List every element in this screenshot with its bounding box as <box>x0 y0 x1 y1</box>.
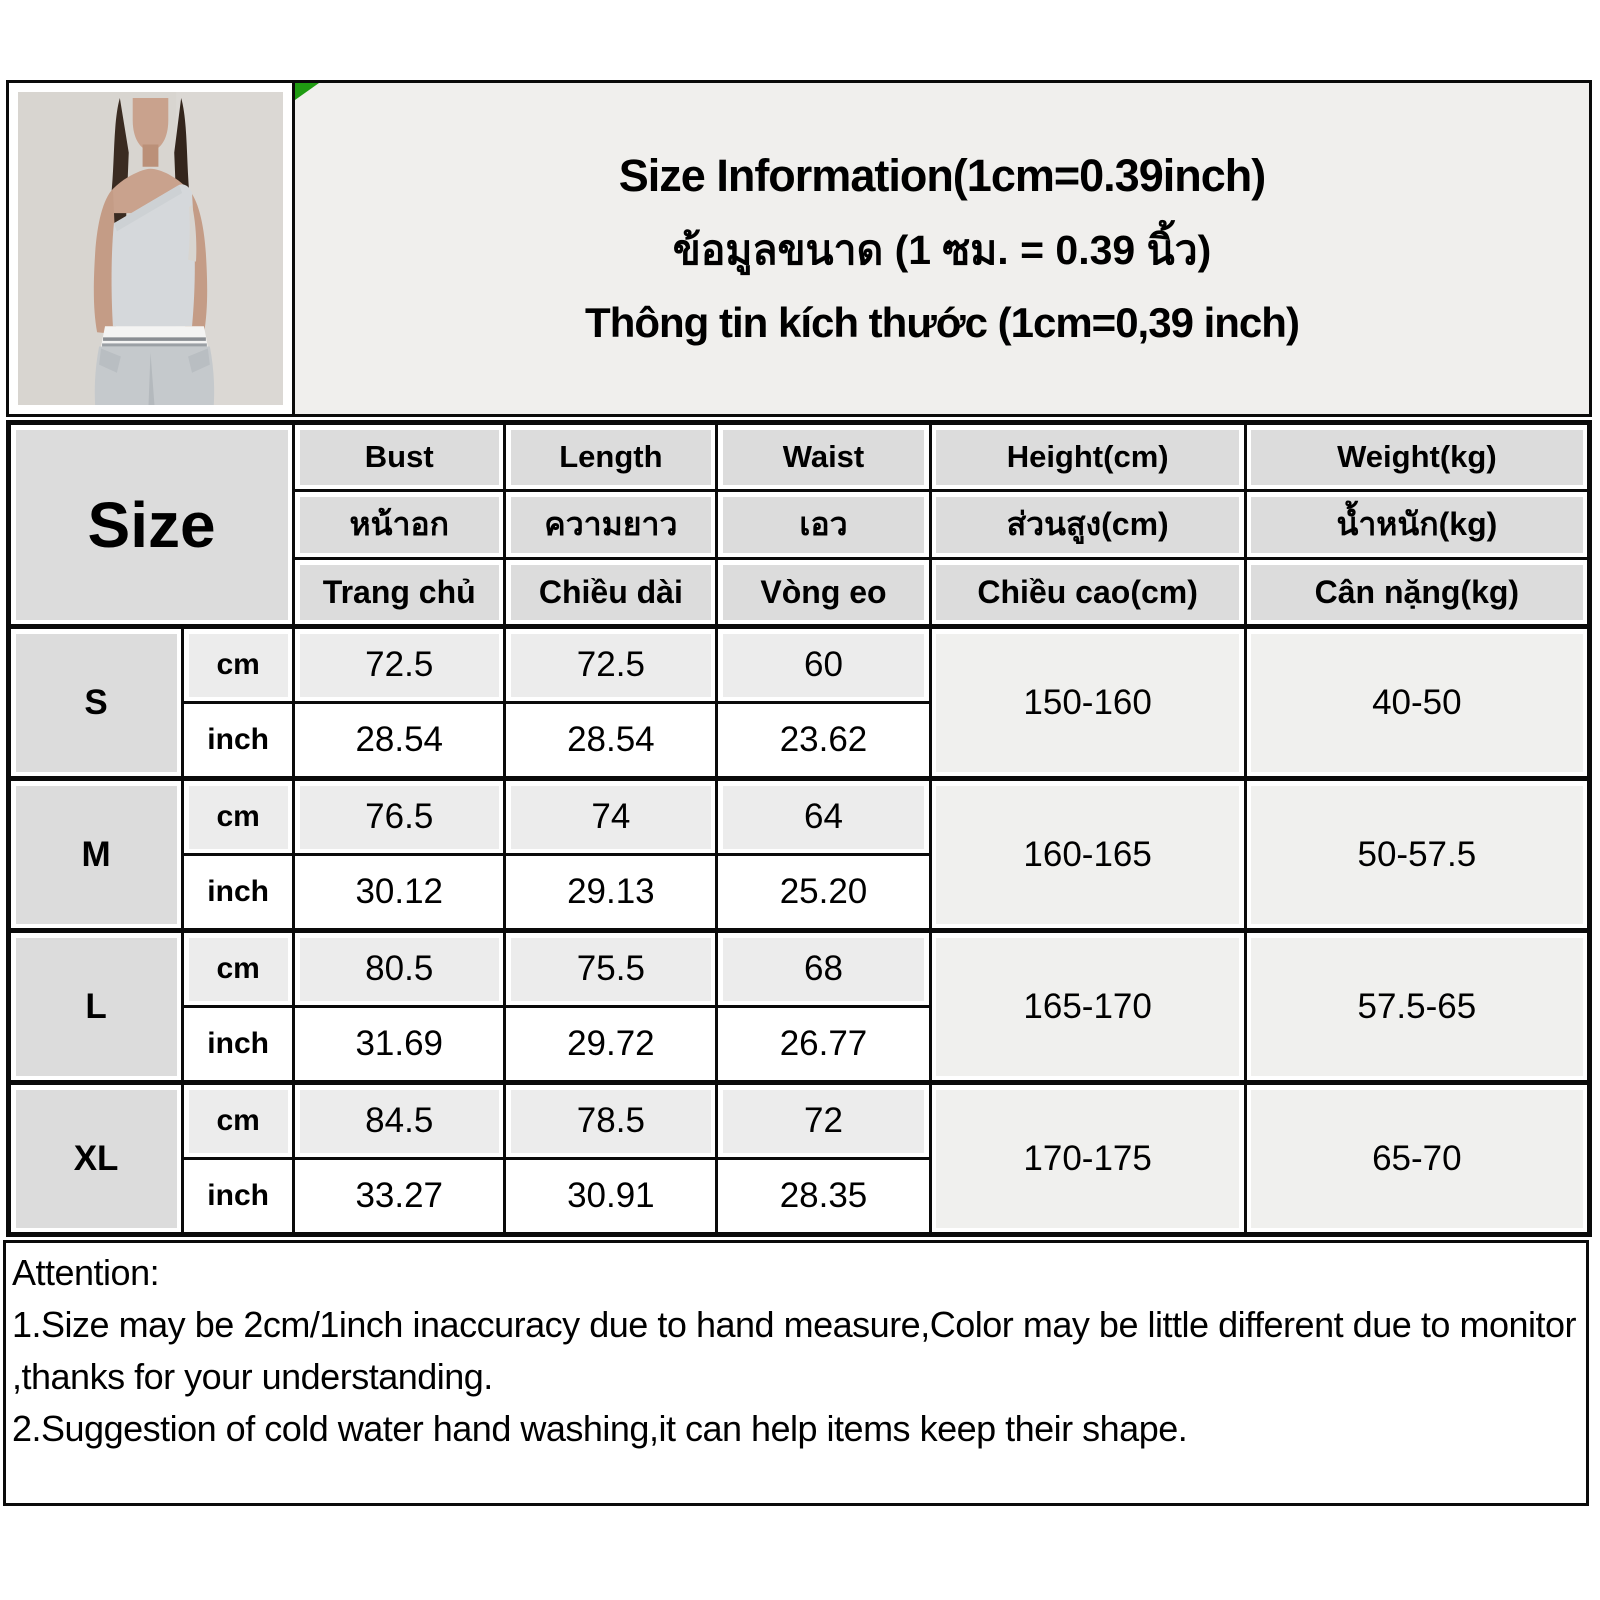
measurement-cell: 84.5 <box>292 1080 507 1160</box>
product-photo-frame <box>9 83 295 414</box>
measurement-cell: 60 <box>715 624 932 704</box>
col-header-bust-th: หน้าอก <box>292 489 507 560</box>
height-range-cell: 160-165 <box>928 776 1247 932</box>
measurement-cell: 76.5 <box>292 776 507 856</box>
size-cell-m: M <box>6 776 185 932</box>
size-cell-l: L <box>6 928 185 1084</box>
measurement-cell: 25.20 <box>715 853 932 932</box>
product-photo <box>18 92 283 405</box>
attention-title: Attention: <box>12 1252 160 1293</box>
corner-marker-icon <box>295 83 319 100</box>
col-header-length: Length <box>503 421 719 492</box>
size-cell-s: S <box>6 624 185 780</box>
col-header-length-vi: Chiều dài <box>503 557 719 628</box>
measurement-cell: 68 <box>715 928 932 1008</box>
measurement-cell: 33.27 <box>292 1157 507 1236</box>
measurement-cell: 29.72 <box>503 1005 719 1084</box>
height-range-cell: 150-160 <box>928 624 1247 780</box>
measurement-cell: 72.5 <box>292 624 507 704</box>
col-header-height-th: ส่วนสูง(cm) <box>928 489 1247 560</box>
col-header-height-vi: Chiều cao(cm) <box>928 557 1247 628</box>
col-header-weight-vi: Cân nặng(kg) <box>1243 557 1592 628</box>
unit-cell-inch: inch <box>181 1005 296 1084</box>
unit-cell-inch: inch <box>181 853 296 932</box>
measurement-cell: 26.77 <box>715 1005 932 1084</box>
page-title-en: Size Information(1cm=0.39inch) <box>618 150 1266 201</box>
measurement-cell: 78.5 <box>503 1080 719 1160</box>
measurement-cell: 31.69 <box>292 1005 507 1084</box>
col-header-waist-vi: Vòng eo <box>715 557 932 628</box>
measurement-cell: 30.91 <box>503 1157 719 1236</box>
attention-note-2: 2.Suggestion of cold water hand washing,… <box>12 1408 1188 1449</box>
height-range-cell: 165-170 <box>928 928 1247 1084</box>
measurement-cell: 28.54 <box>292 701 507 780</box>
attention-note-1: 1.Size may be 2cm/1inch inaccuracy due t… <box>12 1304 1577 1397</box>
measurement-cell: 23.62 <box>715 701 932 780</box>
unit-cell-inch: inch <box>181 701 296 780</box>
measurement-cell: 64 <box>715 776 932 856</box>
weight-range-cell: 40-50 <box>1243 624 1592 780</box>
size-header-cell: Size <box>6 421 296 628</box>
measurement-cell: 72.5 <box>503 624 719 704</box>
unit-cell-cm: cm <box>181 1080 296 1160</box>
measurement-cell: 75.5 <box>503 928 719 1008</box>
col-header-weight: Weight(kg) <box>1243 421 1592 492</box>
col-header-bust: Bust <box>292 421 507 492</box>
title-box: Size Information(1cm=0.39inch) ข้อมูลขนา… <box>295 83 1589 414</box>
col-header-bust-vi: Trang chủ <box>292 557 507 628</box>
measurement-cell: 30.12 <box>292 853 507 932</box>
measurement-cell: 28.54 <box>503 701 719 780</box>
height-range-cell: 170-175 <box>928 1080 1247 1236</box>
unit-cell-cm: cm <box>181 624 296 704</box>
measurement-cell: 80.5 <box>292 928 507 1008</box>
measurement-cell: 72 <box>715 1080 932 1160</box>
weight-range-cell: 65-70 <box>1243 1080 1592 1236</box>
weight-range-cell: 57.5-65 <box>1243 928 1592 1084</box>
unit-cell-cm: cm <box>181 928 296 1008</box>
col-header-waist-th: เอว <box>715 489 932 560</box>
measurement-cell: 29.13 <box>503 853 719 932</box>
col-header-height: Height(cm) <box>928 421 1247 492</box>
unit-cell-cm: cm <box>181 776 296 856</box>
col-header-length-th: ความยาว <box>503 489 719 560</box>
page-title-vi: Thông tin kích thước (1cm=0,39 inch) <box>585 299 1300 346</box>
attention-box: Attention: 1.Size may be 2cm/1inch inacc… <box>3 1240 1589 1506</box>
weight-range-cell: 50-57.5 <box>1243 776 1592 932</box>
col-header-weight-th: น้ำหนัก(kg) <box>1243 489 1592 560</box>
measurement-cell: 28.35 <box>715 1157 932 1236</box>
col-header-waist: Waist <box>715 421 932 492</box>
size-table: Size Bust Length Waist Height(cm) Weight… <box>6 420 1592 1237</box>
page-title-th: ข้อมูลขนาด (1 ซม. = 0.39 นิ้ว) <box>672 227 1212 273</box>
measurement-cell: 74 <box>503 776 719 856</box>
size-cell-xl: XL <box>6 1080 185 1236</box>
top-section: Size Information(1cm=0.39inch) ข้อมูลขนา… <box>6 80 1592 417</box>
unit-cell-inch: inch <box>181 1157 296 1236</box>
